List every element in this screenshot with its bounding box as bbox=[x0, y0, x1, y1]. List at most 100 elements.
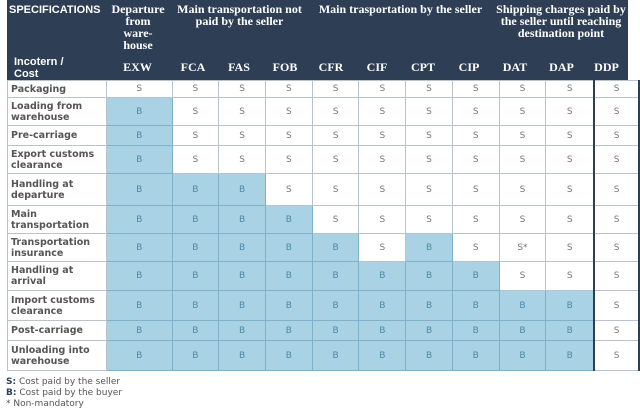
row-label: Unloading into warehouse bbox=[7, 340, 107, 371]
cell-fas: B bbox=[218, 233, 266, 262]
cell-cip: S bbox=[451, 97, 500, 126]
cell-dat: B bbox=[498, 290, 547, 321]
cell-ddp: S bbox=[593, 205, 640, 234]
table-row: Export customs clearance B S S S S S S S S S S bbox=[7, 145, 640, 174]
cell-ddp: S bbox=[593, 97, 640, 126]
cell-dap: S bbox=[545, 261, 595, 291]
row-label: Export customs clearance bbox=[7, 145, 107, 174]
table-row: Main transportation B B B B S S S S S S S bbox=[7, 205, 640, 234]
cell-cip: B bbox=[451, 290, 500, 321]
cell-fca: B bbox=[171, 320, 220, 341]
row-label: Main transportation bbox=[7, 205, 107, 234]
cell-cpt: S bbox=[405, 173, 453, 206]
cell-fob: S bbox=[264, 97, 313, 126]
cell-cpt: B bbox=[405, 340, 453, 371]
cell-fca: B bbox=[171, 173, 220, 206]
legend-note: * Non-mandatory bbox=[6, 399, 84, 409]
cell-cpt: S bbox=[405, 145, 453, 174]
cell-cip: B bbox=[451, 340, 500, 371]
cell-cif: B bbox=[358, 340, 407, 371]
legend-seller: S: Cost paid by the seller bbox=[6, 377, 121, 387]
row-label: Post-carriage bbox=[7, 320, 107, 341]
cell-exw: B bbox=[105, 261, 173, 291]
incoterm-cost-header: Incotern / Cost bbox=[14, 56, 64, 80]
cell-dat: S bbox=[498, 97, 547, 126]
specifications-title: SPECIFICATIONS bbox=[9, 4, 101, 16]
table-row: Unloading into warehouse B B B B B B B B B B S bbox=[7, 340, 640, 371]
cell-exw: B bbox=[105, 340, 173, 371]
row-label: Pre-carriage bbox=[7, 125, 107, 146]
cell-cif: S bbox=[358, 80, 407, 98]
cell-cif: S bbox=[358, 125, 407, 146]
cell-fob: B bbox=[264, 290, 313, 321]
cell-exw: B bbox=[105, 233, 173, 262]
column-header-fob: FOB bbox=[272, 60, 298, 74]
cell-cpt: S bbox=[405, 97, 453, 126]
cell-cif: S bbox=[358, 145, 407, 174]
cell-exw: S bbox=[105, 80, 173, 98]
table-row: Loading from warehouse B S S S S S S S S S S bbox=[7, 97, 640, 126]
cell-dat: S* bbox=[498, 233, 547, 262]
cell-cif: B bbox=[358, 261, 407, 291]
cell-cfr: S bbox=[311, 205, 360, 234]
cell-dap: B bbox=[545, 340, 595, 371]
row-label: Loading from warehouse bbox=[7, 97, 107, 126]
row-label: Handling at arrival bbox=[7, 261, 107, 291]
cell-cip: B bbox=[451, 320, 500, 341]
row-label: Transportation insurance bbox=[7, 233, 107, 262]
cell-cpt: B bbox=[405, 261, 453, 291]
cell-cfr: S bbox=[311, 80, 360, 98]
cell-ddp: S bbox=[593, 233, 640, 262]
cell-cip: S bbox=[451, 173, 500, 206]
cell-ddp: S bbox=[593, 173, 640, 206]
group-departure: Departure from ware-house bbox=[111, 2, 165, 52]
cell-exw: B bbox=[105, 320, 173, 341]
cell-ddp: S bbox=[593, 145, 640, 174]
table-row: Packaging S S S S S S S S S S S bbox=[7, 80, 640, 98]
cell-fas: S bbox=[218, 97, 266, 126]
cell-dap: S bbox=[545, 233, 595, 262]
group-main-by-seller: Main trasportation by the seller bbox=[318, 2, 483, 16]
cell-cpt: B bbox=[405, 320, 453, 341]
cell-cip: S bbox=[451, 80, 500, 98]
cell-ddp: S bbox=[593, 340, 640, 371]
cell-fca: B bbox=[171, 261, 220, 291]
cell-cfr: B bbox=[311, 290, 360, 321]
cell-dat: B bbox=[498, 320, 547, 341]
cell-dat: S bbox=[498, 125, 547, 146]
cell-ddp: S bbox=[593, 261, 640, 291]
cell-fob: S bbox=[264, 145, 313, 174]
cell-fas: B bbox=[218, 290, 266, 321]
table-row: Transportation insurance B B B B B S B S S* S S bbox=[7, 233, 640, 262]
cell-cif: S bbox=[358, 205, 407, 234]
column-header-dat: DAT bbox=[502, 60, 528, 74]
cell-dap: S bbox=[545, 80, 595, 98]
cell-fas: B bbox=[218, 261, 266, 291]
column-header-dap: DAP bbox=[549, 60, 574, 74]
cell-dat: S bbox=[498, 205, 547, 234]
cell-cfr: S bbox=[311, 145, 360, 174]
table-row: Import customs clearance B B B B B B B B B B S bbox=[7, 290, 640, 321]
incoterms-table: Packaging S S S S S S S S S S S Loading from warehou… bbox=[7, 80, 640, 371]
cell-cpt: S bbox=[405, 80, 453, 98]
cell-fob: B bbox=[264, 205, 313, 234]
cell-cif: S bbox=[358, 173, 407, 206]
cell-fob: S bbox=[264, 80, 313, 98]
cell-fca: B bbox=[171, 290, 220, 321]
cell-fob: S bbox=[264, 125, 313, 146]
cell-fca: B bbox=[171, 340, 220, 371]
cell-fas: B bbox=[218, 340, 266, 371]
cell-fca: B bbox=[171, 233, 220, 262]
cell-dat: S bbox=[498, 261, 547, 291]
cell-dat: S bbox=[498, 145, 547, 174]
cell-ddp: S bbox=[593, 125, 640, 146]
cell-dap: S bbox=[545, 145, 595, 174]
cell-fas: B bbox=[218, 205, 266, 234]
cell-cif: B bbox=[358, 320, 407, 341]
group-main-not-paid: Main transportation not paid by the sell… bbox=[177, 2, 302, 28]
cell-fca: S bbox=[171, 145, 220, 174]
cell-cip: B bbox=[451, 261, 500, 291]
column-header-fas: FAS bbox=[228, 60, 250, 74]
cell-cfr: B bbox=[311, 233, 360, 262]
cell-cpt: S bbox=[405, 205, 453, 234]
